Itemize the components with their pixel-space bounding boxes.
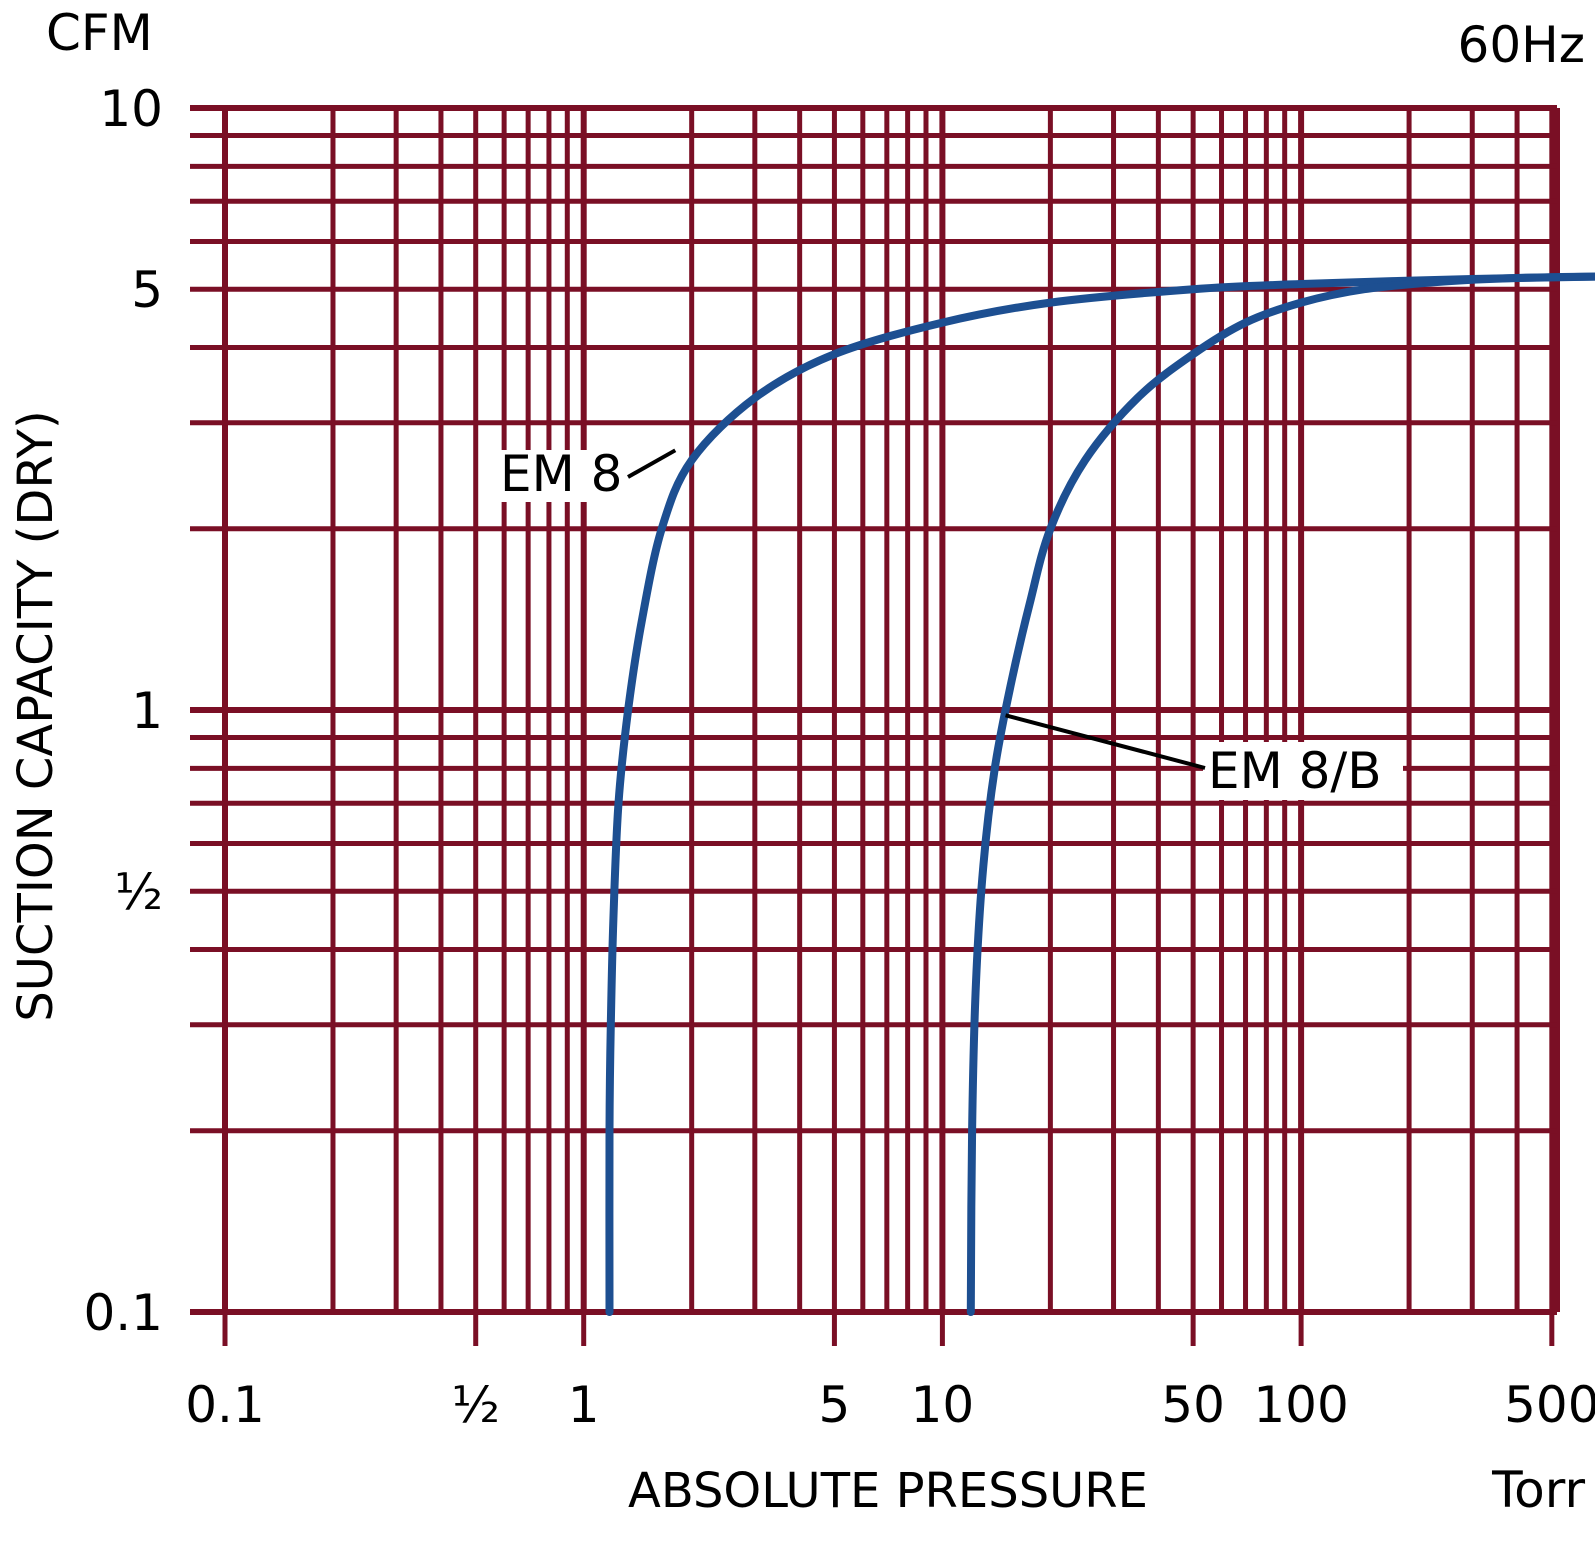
- series-line-em-8: [605, 272, 1595, 1316]
- y-tick-label: 5: [131, 261, 163, 319]
- series-layer: [605, 272, 1595, 1316]
- y-tick-label: 0.1: [83, 1284, 163, 1342]
- series-line-em-8-b: [966, 272, 1595, 1316]
- x-axis-ticks: 0.1 ½ 1 5 10 50 100 500: [185, 1312, 1595, 1434]
- y-axis-ticks: 0.1 ½ 1 5 10: [83, 80, 163, 1342]
- series-label-em-8-b: EM 8/B: [1208, 742, 1382, 800]
- x-tick-label: ½: [451, 1376, 499, 1434]
- y-tick-label: 1: [131, 682, 163, 740]
- series-label-em-8: EM 8: [500, 445, 622, 503]
- y-tick-label: 10: [99, 80, 163, 138]
- x-tick-label: 10: [911, 1376, 975, 1434]
- series-leader-line-em-8-b: [1005, 713, 1206, 770]
- x-axis-title: ABSOLUTE PRESSURE: [628, 1463, 1148, 1519]
- series-label-background: [497, 450, 627, 502]
- x-tick-label: 100: [1253, 1376, 1348, 1434]
- frequency-label: 60Hz: [1458, 16, 1585, 74]
- x-tick-label: 1: [568, 1376, 600, 1434]
- x-tick-label: 500: [1504, 1376, 1595, 1434]
- x-unit-label: Torr: [1491, 1461, 1585, 1519]
- y-axis-title: SUCTION CAPACITY (DRY): [8, 410, 64, 1021]
- x-tick-label: 5: [819, 1376, 851, 1434]
- y-unit-label: CFM: [46, 4, 153, 62]
- labels-layer: EM 8 EM 8/B: [497, 445, 1403, 800]
- series-label-background: [1203, 742, 1403, 800]
- x-tick-label: 0.1: [185, 1376, 265, 1434]
- x-tick-label: 50: [1161, 1376, 1225, 1434]
- grid-layer: [190, 105, 1560, 1315]
- series-leader-line-em-8: [627, 448, 677, 479]
- y-tick-label: ½: [115, 863, 163, 921]
